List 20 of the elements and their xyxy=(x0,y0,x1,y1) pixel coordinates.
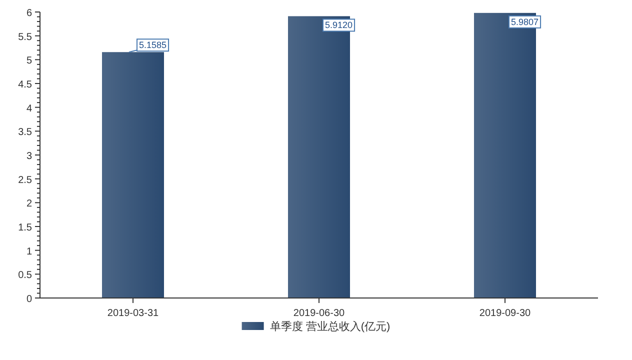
x-tick-label: 2019-09-30 xyxy=(479,308,532,319)
y-tick-label: 5 xyxy=(26,56,32,67)
text: 5.1585 xyxy=(139,40,167,50)
y-tick-label: 5.5 xyxy=(18,32,32,43)
y-tick-label: 1.5 xyxy=(18,222,32,234)
text: 5.9120 xyxy=(325,20,353,30)
x-tick-label: 2019-03-31 xyxy=(107,308,160,319)
y-tick-label: 4 xyxy=(26,103,32,114)
y-tick-label: 4.5 xyxy=(18,80,32,90)
y-tick-label: 6 xyxy=(26,8,32,19)
y-tick-label: 0.5 xyxy=(18,270,32,282)
y-tick-label: 3 xyxy=(26,151,32,162)
text: 5.9807 xyxy=(511,16,539,27)
y-tick-label: 2 xyxy=(26,198,32,210)
x-tick-label: 2019-06-30 xyxy=(293,308,346,319)
y-tick-label: 2.5 xyxy=(18,174,32,186)
y-tick-label: 1 xyxy=(26,246,32,258)
y-tick-label: 3.5 xyxy=(18,127,32,138)
y-tick-label: 0 xyxy=(26,294,32,305)
legend-label: 单季度 营业总收入(亿元) xyxy=(270,320,390,333)
